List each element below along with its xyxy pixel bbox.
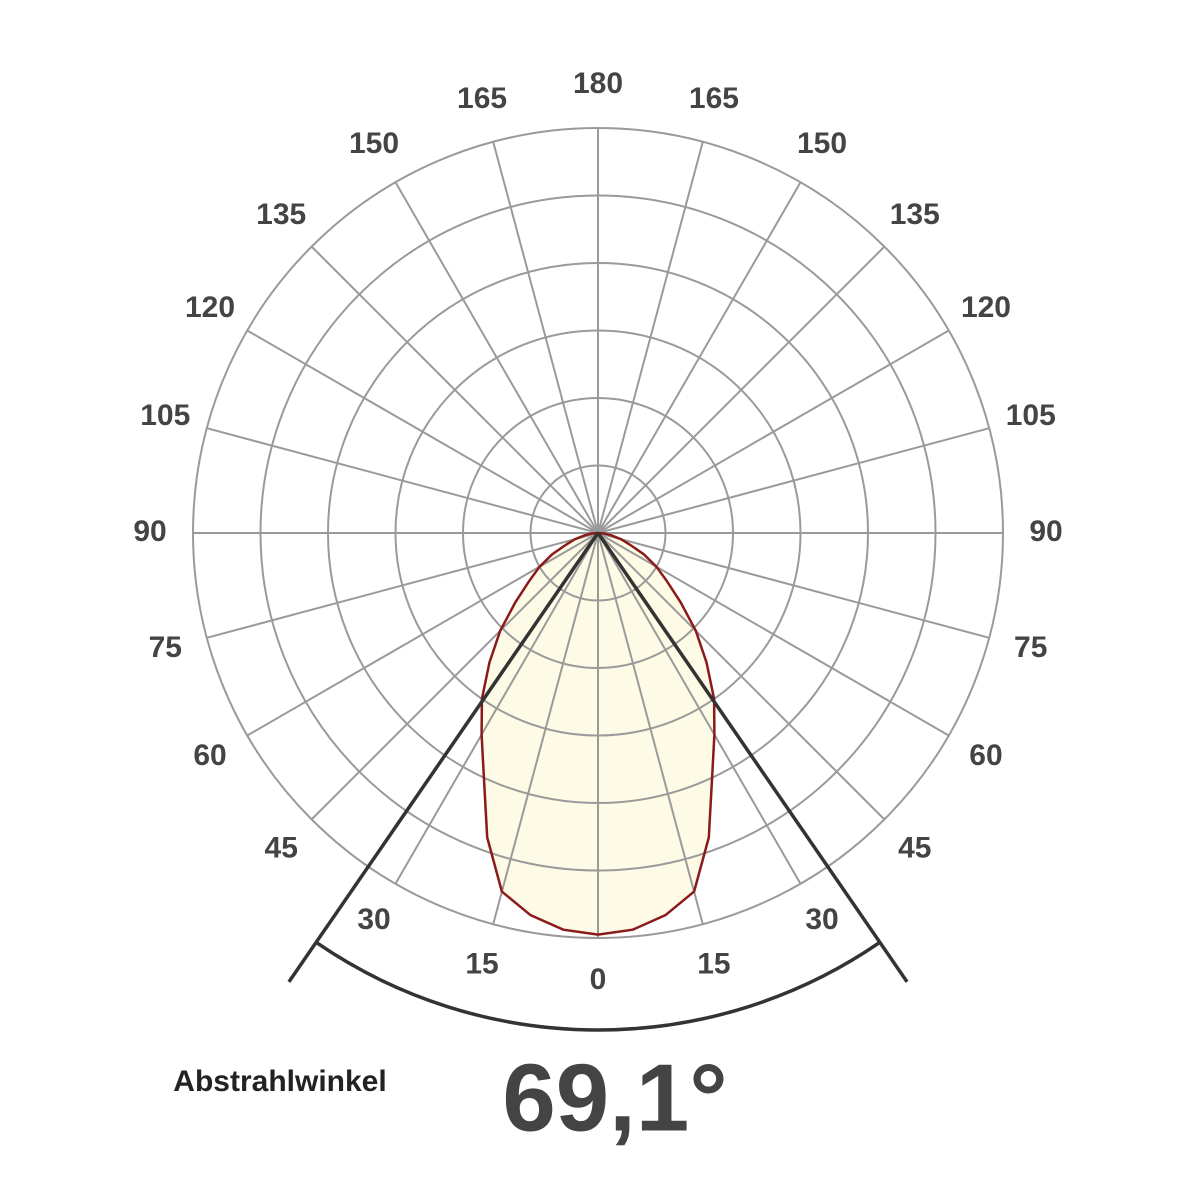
grid-spoke [597,329,950,534]
angle-tick-label: 165 [457,82,507,115]
grid-spoke [492,532,599,925]
angle-tick-label: 135 [256,198,306,231]
angle-tick-label: 135 [890,198,940,231]
curve-fill [598,533,715,935]
beam-arc [315,940,881,1032]
angle-tick-label: 45 [265,832,298,865]
grid-spoke [597,532,886,821]
grid-spoke [310,532,599,821]
beam-line [596,532,909,983]
angle-tick-label: 15 [465,948,498,981]
angle-tick-label: 30 [357,903,390,936]
angle-tick-label: 75 [1014,631,1047,664]
curve-fill [481,533,598,935]
grid-spoke [597,427,990,534]
grid-spoke [394,181,599,534]
beam-label: Abstrahlwinkel [173,1065,386,1098]
grid-spoke [597,141,704,534]
grid-spoke [597,181,802,534]
angle-tick-label: 120 [185,291,235,324]
angle-tick-label: 90 [133,515,166,548]
angle-tick-label: 120 [961,291,1011,324]
grid-spoke [597,532,704,925]
intensity-curve [597,531,716,936]
angle-tick-label: 60 [969,739,1002,772]
angle-tick-label: 75 [149,631,182,664]
angle-tick-label: 45 [898,832,931,865]
grid-spoke [597,532,990,639]
grid-spoke [246,329,599,534]
angle-tick-label: 105 [1006,399,1056,432]
angle-tick-label: 60 [193,739,226,772]
angle-tick-label: 0 [590,963,607,996]
angle-tick-label: 150 [349,127,399,160]
grid-spoke [206,427,599,534]
angle-tick-label: 165 [689,82,739,115]
grid-spoke [492,141,599,534]
angle-tick-label: 180 [573,67,623,100]
beam-angle-value: 69,1° [502,1044,727,1151]
beam-line [287,532,600,983]
grid-spoke [310,245,599,534]
angle-tick-label: 90 [1029,515,1062,548]
angle-tick-label: 105 [140,399,190,432]
grid-spoke [206,532,599,639]
grid-spoke [597,532,802,885]
grid-spoke [394,532,599,885]
grid-spoke [597,245,886,534]
angle-tick-label: 15 [697,948,730,981]
angle-tick-label: 30 [805,903,838,936]
angle-tick-label: 150 [797,127,847,160]
intensity-curve [480,531,599,936]
